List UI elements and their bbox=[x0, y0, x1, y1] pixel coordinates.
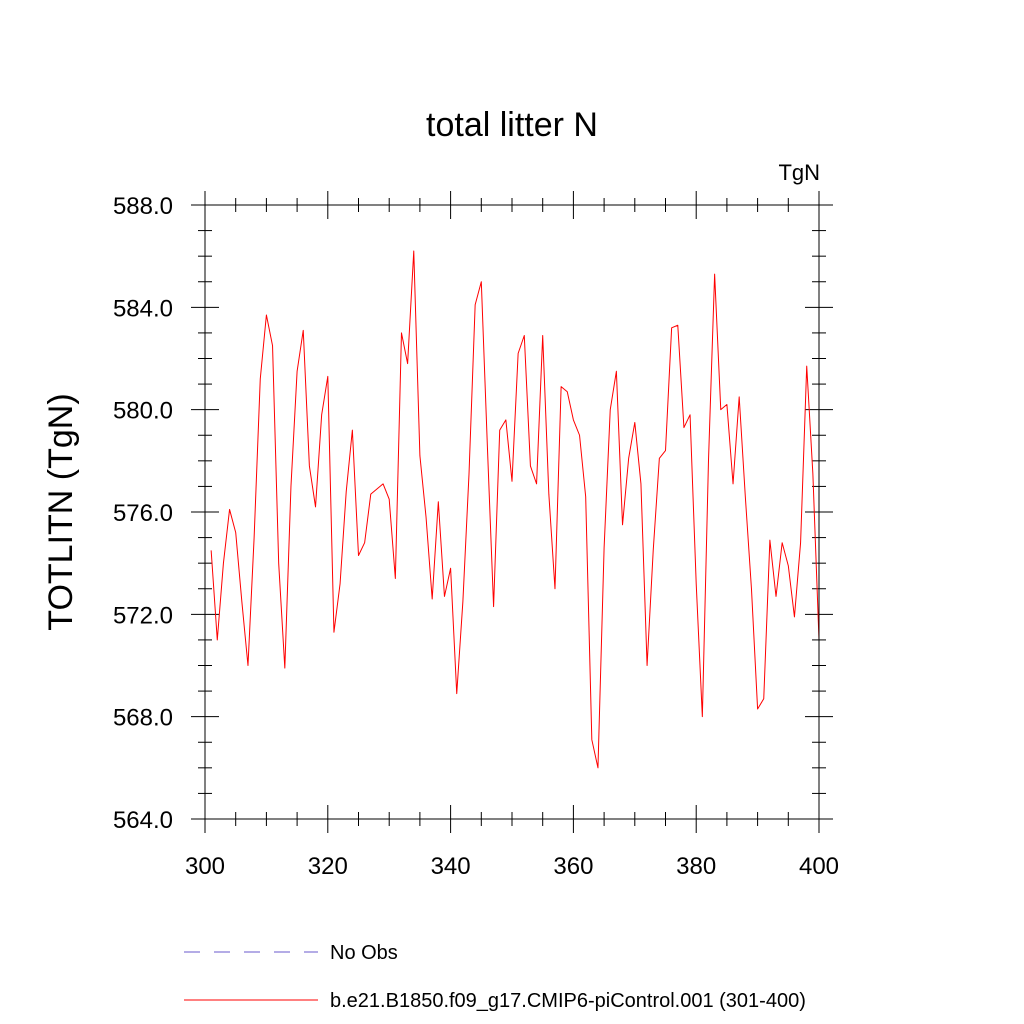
units-label: TgN bbox=[778, 160, 820, 185]
legend-label-1: b.e21.B1850.f09_g17.CMIP6-piControl.001 … bbox=[330, 990, 806, 1012]
series-line-1 bbox=[210, 250, 820, 769]
x-tick-label: 400 bbox=[799, 853, 839, 880]
x-tick-label: 380 bbox=[676, 853, 716, 880]
y-tick-labels: 564.0 568.0 572.0 576.0 580.0 584.0 588.0 bbox=[113, 193, 173, 834]
x-tick-label: 360 bbox=[553, 853, 593, 880]
y-tick-label: 584.0 bbox=[113, 295, 173, 322]
y-tick-label: 564.0 bbox=[113, 807, 173, 834]
x-tick-label: 300 bbox=[185, 853, 225, 880]
legend: No Obs b.e21.B1850.f09_g17.CMIP6-piContro… bbox=[184, 942, 806, 1012]
y-tick-label: 580.0 bbox=[113, 398, 173, 425]
axis-ticks bbox=[191, 191, 833, 833]
series-layer bbox=[210, 250, 820, 769]
y-tick-label: 568.0 bbox=[113, 705, 173, 732]
x-tick-labels: 300 320 340 360 380 400 bbox=[185, 853, 839, 880]
legend-label-0: No Obs bbox=[330, 942, 398, 964]
y-tick-label: 576.0 bbox=[113, 500, 173, 527]
plot-frame bbox=[204, 204, 820, 820]
y-tick-label: 572.0 bbox=[113, 602, 173, 629]
y-axis-label: TOTLITN (TgN) bbox=[42, 393, 80, 630]
chart-title: total litter N bbox=[426, 106, 598, 144]
x-tick-label: 320 bbox=[308, 853, 348, 880]
x-tick-label: 340 bbox=[431, 853, 471, 880]
y-tick-label: 588.0 bbox=[113, 193, 173, 220]
